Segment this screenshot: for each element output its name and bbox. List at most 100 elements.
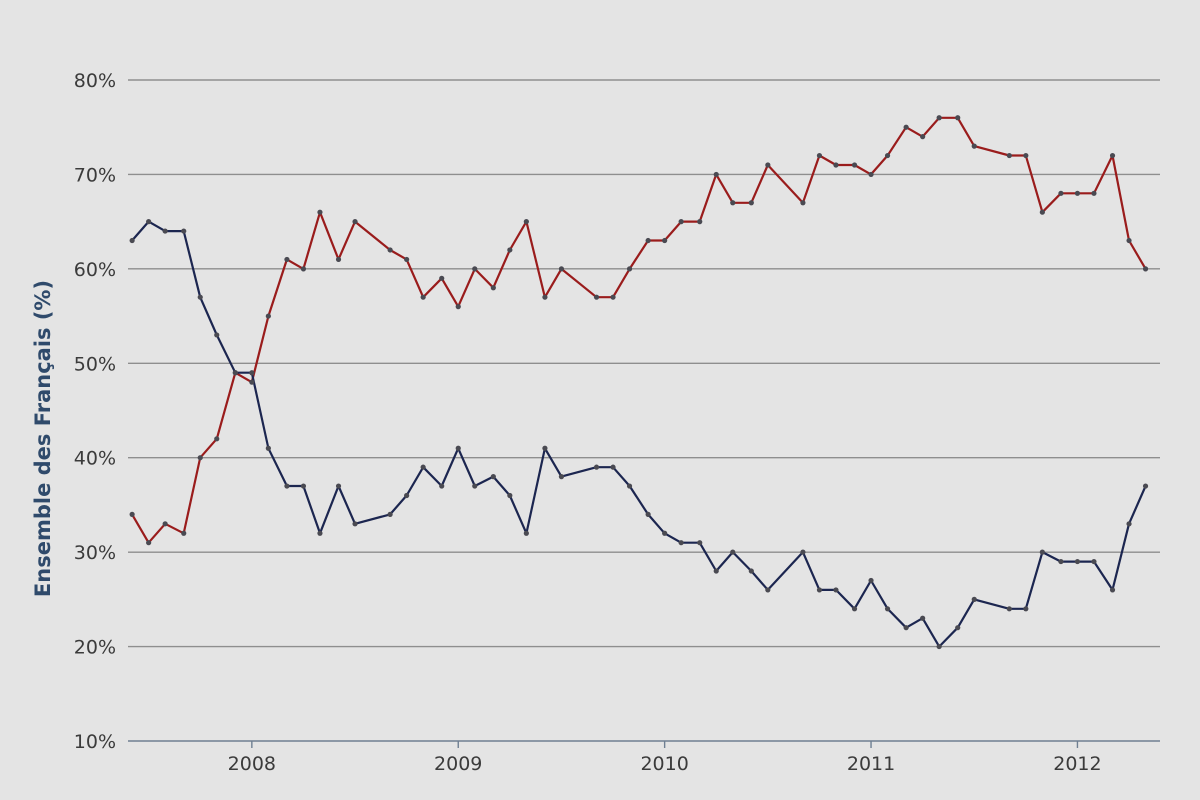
- data-point-s0-23: [542, 294, 548, 300]
- data-point-s0-13: [352, 219, 358, 225]
- data-point-s1-53: [1109, 587, 1116, 593]
- data-point-s0-53: [1109, 152, 1116, 159]
- data-point-s0-50: [1058, 190, 1064, 196]
- data-point-s0-26: [610, 294, 616, 300]
- data-point-s0-40: [868, 171, 874, 178]
- data-point-s0-36: [800, 200, 806, 206]
- data-point-s1-27: [626, 483, 633, 489]
- data-point-s0-48: [1023, 152, 1029, 159]
- data-point-s0-38: [833, 162, 839, 168]
- data-point-s0-22: [523, 219, 529, 225]
- data-point-s1-14: [387, 511, 393, 517]
- data-point-s0-9: [284, 256, 290, 263]
- data-point-s1-46: [971, 596, 977, 602]
- data-point-s1-19: [472, 483, 478, 489]
- data-point-s0-18: [455, 304, 461, 310]
- data-point-s1-7: [249, 370, 255, 376]
- data-point-s0-27: [626, 266, 633, 272]
- data-point-s0-1: [146, 540, 152, 546]
- data-point-s1-21: [507, 492, 513, 499]
- data-point-s0-28: [645, 237, 651, 244]
- data-point-s0-0: [129, 511, 135, 517]
- data-point-s0-44: [936, 115, 942, 121]
- data-point-s0-49: [1039, 209, 1045, 215]
- x-tick-label-2009: 2009: [434, 753, 482, 775]
- data-point-s0-10: [300, 266, 307, 272]
- data-point-s1-41: [884, 606, 891, 612]
- x-tick-label-2012: 2012: [1053, 753, 1101, 775]
- y-axis-tick-labels: 10% 20% 30% 40% 50% 60% 70% 80%: [74, 70, 116, 753]
- series-line-1: [131, 220, 1147, 648]
- x-tick-label-2008: 2008: [228, 753, 276, 775]
- y-tick-label-60: 60%: [74, 259, 116, 281]
- data-point-s0-46: [971, 143, 977, 149]
- data-point-s0-51: [1074, 190, 1081, 196]
- data-point-s1-29: [662, 530, 668, 536]
- data-point-s0-16: [420, 294, 426, 300]
- data-point-s0-20: [490, 285, 496, 291]
- data-point-s0-47: [1006, 152, 1012, 159]
- data-point-s1-9: [284, 483, 290, 489]
- data-point-s0-54: [1126, 237, 1132, 244]
- gridlines: [128, 79, 1160, 648]
- data-point-s1-40: [868, 577, 874, 584]
- data-point-s1-2: [162, 228, 168, 234]
- data-point-s1-23: [542, 445, 548, 451]
- data-point-s0-7: [249, 379, 255, 385]
- data-point-s1-1: [146, 219, 152, 225]
- x-tick-label-2010: 2010: [640, 753, 688, 775]
- data-point-s0-4: [197, 455, 203, 461]
- data-point-s1-50: [1058, 558, 1064, 565]
- data-point-s1-33: [730, 549, 736, 555]
- data-point-s0-55: [1142, 266, 1149, 272]
- data-point-s1-44: [936, 643, 942, 650]
- x-axis-tick-labels: 2008 2009 2010 2011 2012: [228, 753, 1102, 775]
- data-point-s1-20: [490, 474, 496, 480]
- data-point-s1-25: [593, 464, 600, 470]
- data-point-s1-43: [920, 615, 926, 621]
- data-point-s1-6: [232, 370, 238, 376]
- data-point-s0-5: [214, 436, 220, 442]
- data-point-s1-36: [800, 549, 806, 555]
- series-lines: [131, 116, 1147, 648]
- y-tick-label-30: 30%: [74, 542, 116, 564]
- data-point-s0-8: [265, 313, 271, 319]
- data-point-s0-32: [713, 171, 719, 178]
- data-point-s1-0: [129, 237, 135, 244]
- data-point-s0-45: [955, 115, 961, 121]
- data-point-s0-31: [697, 219, 703, 225]
- data-point-s0-35: [765, 162, 771, 168]
- data-point-s0-52: [1091, 190, 1097, 196]
- data-point-s1-3: [181, 228, 187, 234]
- data-point-s1-51: [1074, 558, 1081, 565]
- data-point-s1-47: [1006, 606, 1012, 612]
- data-points: [129, 115, 1149, 650]
- y-tick-label-10: 10%: [74, 731, 116, 753]
- data-point-s1-13: [352, 521, 358, 527]
- data-point-s1-42: [903, 625, 909, 631]
- data-point-s1-16: [420, 464, 426, 470]
- data-point-s0-33: [730, 200, 736, 206]
- data-point-s0-43: [920, 134, 926, 140]
- y-tick-label-50: 50%: [74, 353, 116, 375]
- x-axis: [128, 740, 1160, 748]
- x-tick-label-2011: 2011: [847, 753, 895, 775]
- data-point-s0-3: [181, 530, 187, 536]
- y-tick-label-80: 80%: [74, 70, 116, 92]
- data-point-s1-8: [265, 445, 271, 451]
- series-line-0: [131, 116, 1147, 544]
- data-point-s1-12: [335, 483, 342, 489]
- data-point-s0-30: [678, 219, 684, 225]
- data-point-s1-11: [317, 530, 323, 536]
- data-point-s0-11: [317, 209, 323, 215]
- data-point-s1-45: [955, 625, 961, 631]
- data-point-s1-37: [816, 587, 823, 593]
- data-point-s0-15: [404, 256, 410, 263]
- data-point-s0-17: [439, 275, 445, 281]
- data-point-s0-42: [903, 124, 909, 130]
- data-point-s1-34: [748, 568, 754, 574]
- data-point-s0-34: [748, 200, 754, 206]
- y-tick-label-40: 40%: [74, 448, 116, 470]
- data-point-s0-39: [851, 162, 858, 168]
- data-point-s1-5: [214, 332, 220, 338]
